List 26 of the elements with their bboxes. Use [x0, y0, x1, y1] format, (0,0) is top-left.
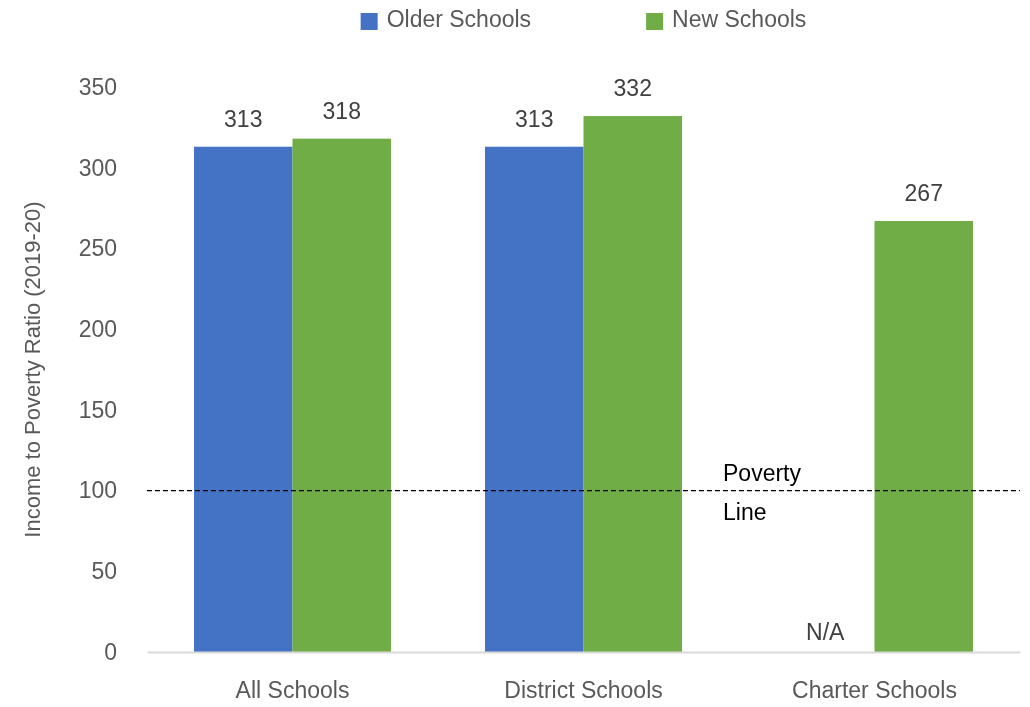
legend-label: New Schools [672, 6, 807, 32]
y-tick-label: 300 [78, 154, 117, 181]
bar [194, 146, 293, 652]
data-label: 318 [322, 97, 361, 124]
bar [583, 116, 682, 652]
y-tick-label: 350 [78, 73, 117, 100]
data-label: 332 [613, 75, 652, 102]
bar [874, 220, 973, 652]
x-tick-label: All Schools [235, 677, 350, 704]
x-tick-label: Charter Schools [792, 677, 957, 704]
ref-line-label: Poverty Line [723, 459, 802, 525]
data-label: 313 [515, 105, 554, 132]
y-tick-label: 150 [78, 396, 117, 423]
text: N/A [806, 619, 845, 645]
y-tick-label: 50 [91, 558, 117, 585]
y-tick-label: 100 [78, 477, 117, 504]
data-label: 313 [224, 105, 263, 132]
y-tick-label: 0 [104, 638, 117, 665]
y-axis-title: Income to Poverty Ratio (2019-20) [19, 201, 45, 538]
bar [292, 138, 391, 652]
y-tick-label: 200 [78, 316, 117, 342]
data-label: 267 [904, 179, 943, 206]
bar [485, 146, 584, 652]
x-tick-label: District Schools [504, 677, 663, 704]
y-tick-label: 250 [78, 235, 117, 262]
legend-label: Older Schools [386, 6, 532, 32]
